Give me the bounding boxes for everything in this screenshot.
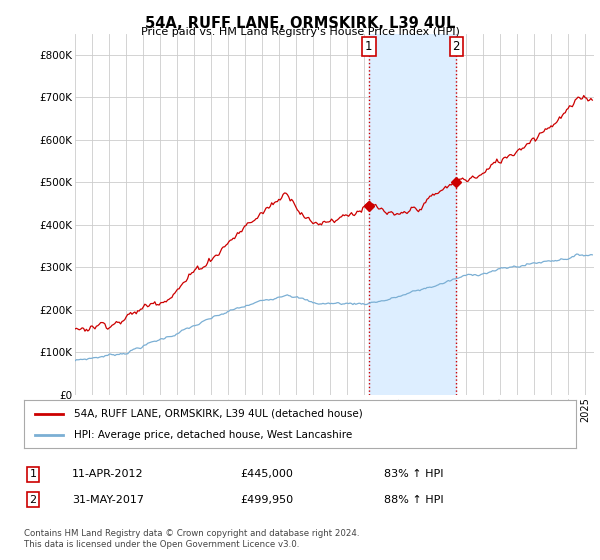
Bar xyxy=(369,34,457,395)
Text: 1: 1 xyxy=(365,40,373,53)
Text: Price paid vs. HM Land Registry's House Price Index (HPI): Price paid vs. HM Land Registry's House … xyxy=(140,27,460,37)
Text: 11-APR-2012: 11-APR-2012 xyxy=(72,469,143,479)
Text: 54A, RUFF LANE, ORMSKIRK, L39 4UL: 54A, RUFF LANE, ORMSKIRK, L39 4UL xyxy=(145,16,455,31)
Text: 2: 2 xyxy=(29,494,37,505)
Text: 31-MAY-2017: 31-MAY-2017 xyxy=(72,494,144,505)
Text: £445,000: £445,000 xyxy=(240,469,293,479)
Text: 2: 2 xyxy=(452,40,460,53)
Text: Contains HM Land Registry data © Crown copyright and database right 2024.
This d: Contains HM Land Registry data © Crown c… xyxy=(24,529,359,549)
Text: £499,950: £499,950 xyxy=(240,494,293,505)
Text: HPI: Average price, detached house, West Lancashire: HPI: Average price, detached house, West… xyxy=(74,430,352,440)
Text: 83% ↑ HPI: 83% ↑ HPI xyxy=(384,469,443,479)
Text: 88% ↑ HPI: 88% ↑ HPI xyxy=(384,494,443,505)
Text: 54A, RUFF LANE, ORMSKIRK, L39 4UL (detached house): 54A, RUFF LANE, ORMSKIRK, L39 4UL (detac… xyxy=(74,409,362,419)
Text: 1: 1 xyxy=(29,469,37,479)
